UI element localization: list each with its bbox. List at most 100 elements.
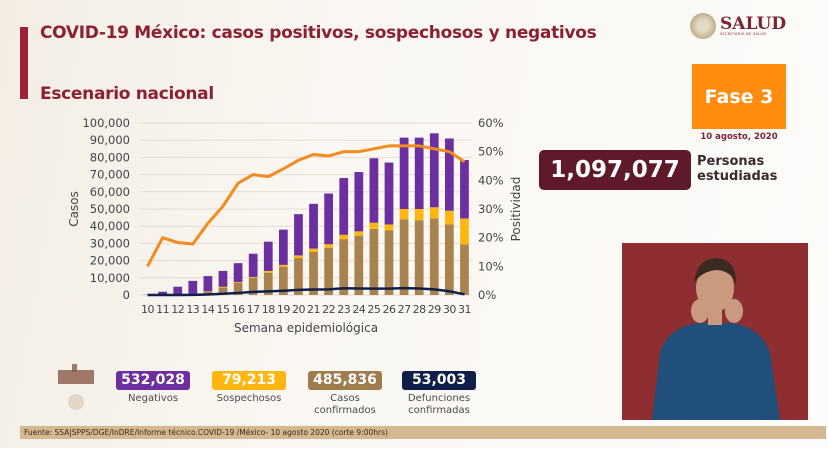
- bar-confirmados: [294, 258, 303, 295]
- bar-confirmados: [248, 277, 258, 295]
- y-tick-label: 10,000: [90, 271, 130, 285]
- x-tick-label: 21: [307, 303, 320, 316]
- bar-sospechosos: [278, 264, 288, 267]
- bar-negativos: [233, 263, 243, 283]
- bar-sospechosos: [444, 210, 454, 225]
- sign-language-interpreter-video: [622, 243, 808, 420]
- bar-sospechosos: [339, 234, 349, 240]
- line-positividad: [146, 144, 466, 268]
- y-tick-label: 40,000: [90, 219, 130, 233]
- bar-negativos: [309, 203, 318, 249]
- title-accent-bar: [20, 27, 28, 99]
- bar-sospechosos: [354, 231, 364, 236]
- bar-negativos: [369, 158, 379, 223]
- bar-negativos: [188, 280, 198, 294]
- government-emblem-icon: [58, 364, 94, 410]
- interpreter-figure-icon: [652, 258, 780, 420]
- x-tick-label: 28: [413, 303, 426, 316]
- phase-badge: Fase 3: [692, 64, 786, 129]
- bar-sospechosos: [384, 224, 394, 231]
- bar-confirmados: [324, 247, 334, 295]
- source-footer: Fuente: SSA|SPPS/DGE/InDRE/Informe técni…: [20, 426, 826, 439]
- x-tick-label: 14: [201, 303, 214, 316]
- line-defunciones: [147, 286, 465, 297]
- y2-tick-label: 0%: [478, 288, 496, 302]
- bar-negativos: [294, 214, 303, 256]
- page-subtitle: Escenario nacional: [40, 84, 214, 104]
- bar-confirmados: [263, 272, 273, 295]
- bar-sospechosos: [399, 209, 409, 220]
- studied-label: Personas estudiadas: [697, 154, 777, 184]
- y2-tick-label: 60%: [478, 116, 504, 130]
- x-tick-label: 26: [383, 303, 396, 316]
- x-tick-label: 19: [277, 303, 290, 316]
- y-tick-label: 20,000: [90, 254, 130, 268]
- y-tick-label: 100,000: [82, 116, 130, 130]
- bar-sospechosos: [218, 286, 228, 288]
- kpi-negativos: 532,028 Negativos: [116, 371, 190, 405]
- bar-sospechosos: [248, 276, 258, 278]
- bar-negativos: [354, 172, 364, 232]
- bar-sospechosos: [460, 218, 469, 245]
- bar-confirmados: [460, 244, 469, 295]
- x-tick-label: 18: [262, 303, 275, 316]
- y-axis-label: Casos: [67, 191, 81, 227]
- bar-confirmados: [309, 252, 318, 295]
- bar-negativos: [460, 159, 469, 219]
- x-tick-label: 15: [217, 303, 230, 316]
- kpi-label: Negativos: [127, 393, 179, 404]
- kpi-value: 79,213: [212, 371, 286, 390]
- x-tick-label: 25: [367, 303, 380, 316]
- x-axis-label: Semana epidemiológica: [234, 321, 378, 335]
- y-tick-label: 60,000: [90, 185, 130, 199]
- y-tick-label: 80,000: [90, 150, 130, 164]
- studied-label-line2: estudiadas: [697, 169, 778, 184]
- bar-confirmados: [429, 218, 439, 295]
- bar-negativos: [444, 138, 454, 211]
- x-tick-label: 13: [186, 303, 199, 316]
- bar-negativos: [399, 137, 409, 209]
- bar-confirmados: [399, 219, 409, 295]
- bar-confirmados: [278, 266, 288, 295]
- bar-negativos: [429, 133, 439, 208]
- y2-tick-label: 50%: [478, 145, 504, 159]
- y-tick-label: 0: [123, 288, 130, 302]
- bar-negativos: [218, 270, 228, 287]
- kpi-label: Casos confirmados: [314, 393, 376, 416]
- x-tick-label: 29: [428, 303, 441, 316]
- bar-sospechosos: [429, 207, 439, 219]
- y-tick-label: 50,000: [90, 202, 130, 216]
- bar-sospechosos: [233, 282, 243, 283]
- y2-tick-label: 20%: [478, 231, 504, 245]
- bar-negativos: [414, 137, 424, 209]
- bar-negativos: [203, 276, 213, 292]
- x-tick-label: 24: [352, 303, 365, 316]
- phase-date: 10 agosto, 2020: [700, 132, 778, 142]
- bar-negativos: [384, 162, 394, 225]
- studied-label-line1: Personas: [697, 154, 765, 169]
- x-tick-label: 23: [337, 303, 350, 316]
- x-tick-label: 30: [443, 303, 456, 316]
- bar-confirmados: [369, 228, 379, 295]
- x-tick-label: 20: [292, 303, 305, 316]
- kpi-confirmados: 485,836 Casos confirmados: [308, 371, 382, 417]
- x-tick-label: 17: [247, 303, 260, 316]
- salud-logo: SALUD SECRETARÍA DE SALUD: [690, 13, 786, 39]
- x-tick-label: 11: [156, 303, 169, 316]
- kpi-label: Sospechosos: [216, 393, 282, 404]
- y2-axis-label: Positividad: [509, 177, 523, 242]
- bar-confirmados: [339, 239, 349, 295]
- logo-name: SALUD: [720, 14, 787, 34]
- studied-total: 1,097,077: [539, 150, 691, 190]
- x-tick-label: 10: [141, 303, 154, 316]
- bar-negativos: [339, 178, 349, 235]
- y-tick-label: 70,000: [90, 168, 130, 182]
- bar-sospechosos: [294, 255, 303, 259]
- bar-sospechosos: [309, 248, 318, 252]
- x-tick-label: 16: [232, 303, 245, 316]
- kpi-value: 485,836: [308, 371, 382, 390]
- national-seal-icon: [690, 13, 716, 39]
- bar-negativos: [278, 229, 288, 265]
- bar-confirmados: [414, 220, 424, 295]
- bar-sospechosos: [324, 244, 334, 248]
